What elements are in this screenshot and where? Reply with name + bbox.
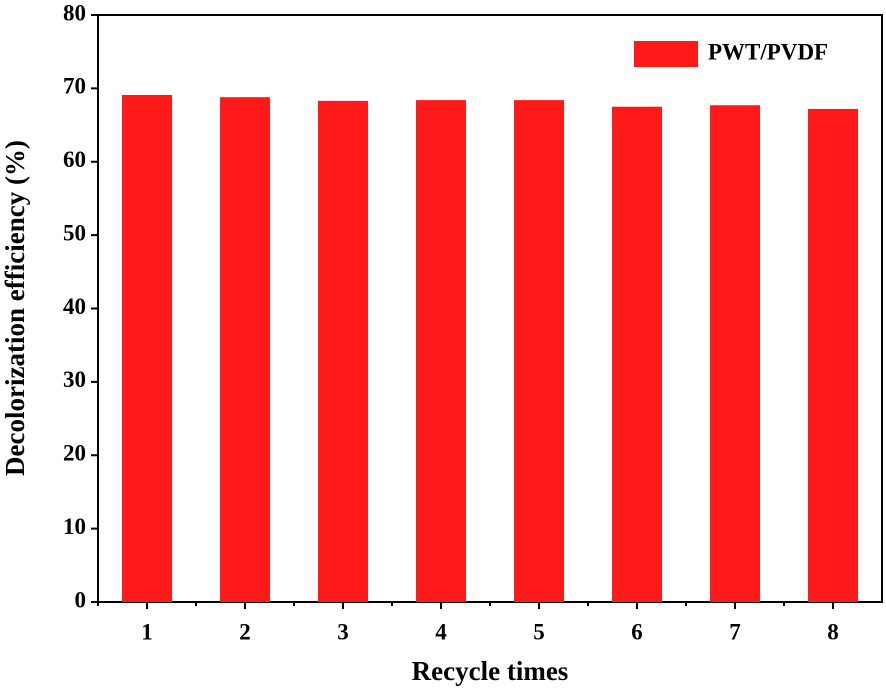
- x-tick-label: 8: [827, 619, 839, 644]
- legend-swatch: [634, 41, 698, 67]
- bar: [710, 105, 760, 602]
- x-axis-title: Recycle times: [412, 656, 569, 686]
- bar: [808, 108, 858, 603]
- y-tick-label: 60: [63, 147, 86, 172]
- x-tick-label: 7: [729, 619, 741, 644]
- y-tick-label: 40: [63, 294, 86, 319]
- x-tick-label: 3: [337, 619, 349, 644]
- plot-frame: [97, 14, 883, 603]
- y-tick-label: 70: [63, 74, 86, 99]
- bar: [514, 100, 564, 603]
- y-tick-label: 10: [63, 514, 86, 539]
- bar: [122, 94, 172, 602]
- y-tick-label: 0: [75, 587, 87, 612]
- y-tick-label: 30: [63, 367, 86, 392]
- y-tick-label: 50: [63, 220, 86, 245]
- x-tick-label: 2: [239, 619, 251, 644]
- x-tick-label: 4: [435, 619, 447, 644]
- bar: [220, 97, 270, 603]
- x-tick-label: 1: [141, 619, 153, 644]
- bar: [318, 100, 368, 602]
- legend-text: PWT/PVDF: [708, 39, 828, 64]
- y-tick-label: 80: [63, 0, 86, 25]
- bar: [416, 100, 466, 603]
- bar: [612, 106, 662, 602]
- x-tick-label: 5: [533, 619, 545, 644]
- y-axis-title: Decolorization efficiency (%): [0, 140, 30, 476]
- x-tick-label: 6: [631, 619, 643, 644]
- y-tick-label: 20: [63, 441, 86, 466]
